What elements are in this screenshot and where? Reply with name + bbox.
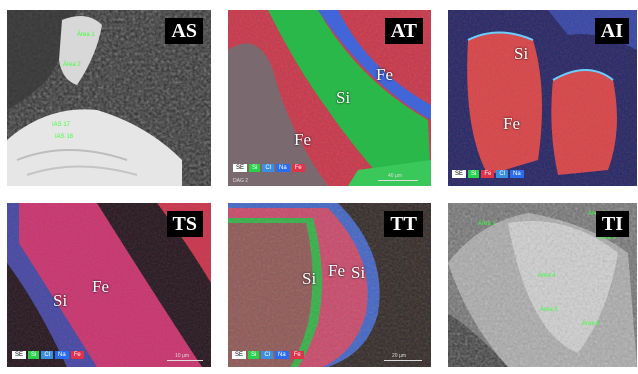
scale-bar bbox=[384, 360, 422, 361]
element-label: Fe bbox=[92, 277, 109, 296]
spot-label: Área 3 bbox=[598, 235, 616, 241]
scale-bar bbox=[378, 180, 418, 181]
legend-si: Si bbox=[28, 351, 40, 359]
corner-label: DAG 2 bbox=[233, 178, 249, 184]
spot-label: Área 4 bbox=[538, 273, 556, 279]
legend-se: SE bbox=[232, 351, 247, 359]
legend-cl: Cl bbox=[496, 170, 509, 178]
panel-ts: Si Fe SE Si Cl Na Fe 10 µm TS bbox=[7, 203, 211, 367]
panel-tag: TS bbox=[166, 211, 203, 237]
sem-image-ti bbox=[448, 203, 637, 367]
eds-map-ts bbox=[7, 203, 211, 367]
legend-fe: Fe bbox=[291, 164, 305, 172]
spot-label: Área 6 bbox=[582, 321, 600, 327]
element-label: Fe bbox=[328, 261, 345, 280]
element-label: Si bbox=[514, 44, 529, 63]
legend-si: Si bbox=[248, 351, 260, 359]
scale-label: 20 µm bbox=[392, 353, 406, 359]
legend-na: Na bbox=[55, 351, 69, 359]
legend-na: Na bbox=[275, 351, 289, 359]
legend-si: Si bbox=[468, 170, 480, 178]
panel-tt: Si Fe Si SE Si Cl Na Fe 20 µm TT bbox=[228, 203, 431, 367]
legend-si: Si bbox=[249, 164, 261, 172]
element-label: Fe bbox=[294, 130, 311, 149]
legend-fe: Fe bbox=[290, 351, 304, 359]
element-label: Si bbox=[336, 88, 351, 107]
scale-label: 10 µm bbox=[175, 353, 189, 359]
legend-fe: Fe bbox=[70, 351, 84, 359]
legend-na: Na bbox=[510, 170, 524, 178]
scale-label: 40 µm bbox=[388, 173, 402, 179]
legend-se: SE bbox=[452, 170, 467, 178]
spot-label: Área 5 bbox=[540, 307, 558, 313]
element-label: Si bbox=[351, 263, 366, 282]
legend-fe: Fe bbox=[481, 170, 495, 178]
legend-se: SE bbox=[233, 164, 248, 172]
spot-label: IAS 18 bbox=[55, 134, 74, 140]
panel-tag: AI bbox=[594, 18, 629, 44]
element-legend: SE Si Cl Na Fe bbox=[232, 351, 304, 359]
element-label: Fe bbox=[503, 114, 520, 133]
element-label: Si bbox=[53, 291, 68, 310]
panel-at: Fe Si Fe SE Si Cl Na Fe DAG 2 40 µm AT bbox=[228, 10, 431, 186]
panel-tag: AS bbox=[165, 18, 203, 44]
panel-tag: AT bbox=[384, 18, 423, 44]
panel-as: Área 1 Área 2 IAS 17 IAS 18 AS bbox=[7, 10, 211, 186]
element-label: Si bbox=[302, 269, 317, 288]
panel-tag: TT bbox=[384, 211, 423, 237]
scale-bar bbox=[167, 360, 203, 361]
panel-ai: Si Fe SE Si Fe Cl Na AI bbox=[448, 10, 637, 186]
legend-cl: Cl bbox=[262, 164, 275, 172]
panel-ti: Área 1 Área 2 Área 3 Área 4 Área 5 Área … bbox=[448, 203, 637, 367]
eds-map-tt bbox=[228, 203, 431, 367]
legend-cl: Cl bbox=[41, 351, 54, 359]
spot-label: Área 1 bbox=[478, 221, 496, 227]
spot-label: IAS 17 bbox=[52, 122, 71, 128]
spot-label: Área 1 bbox=[77, 32, 95, 38]
element-label: Fe bbox=[376, 65, 393, 84]
eds-map-ai bbox=[448, 10, 637, 186]
spot-label: Área 2 bbox=[63, 62, 81, 68]
legend-na: Na bbox=[276, 164, 290, 172]
panel-tag: TI bbox=[595, 211, 629, 237]
element-legend: SE Si Cl Na Fe bbox=[233, 164, 305, 172]
legend-cl: Cl bbox=[261, 351, 274, 359]
element-legend: SE Si Fe Cl Na bbox=[452, 170, 524, 178]
legend-se: SE bbox=[12, 351, 27, 359]
element-legend: SE Si Cl Na Fe bbox=[12, 351, 84, 359]
